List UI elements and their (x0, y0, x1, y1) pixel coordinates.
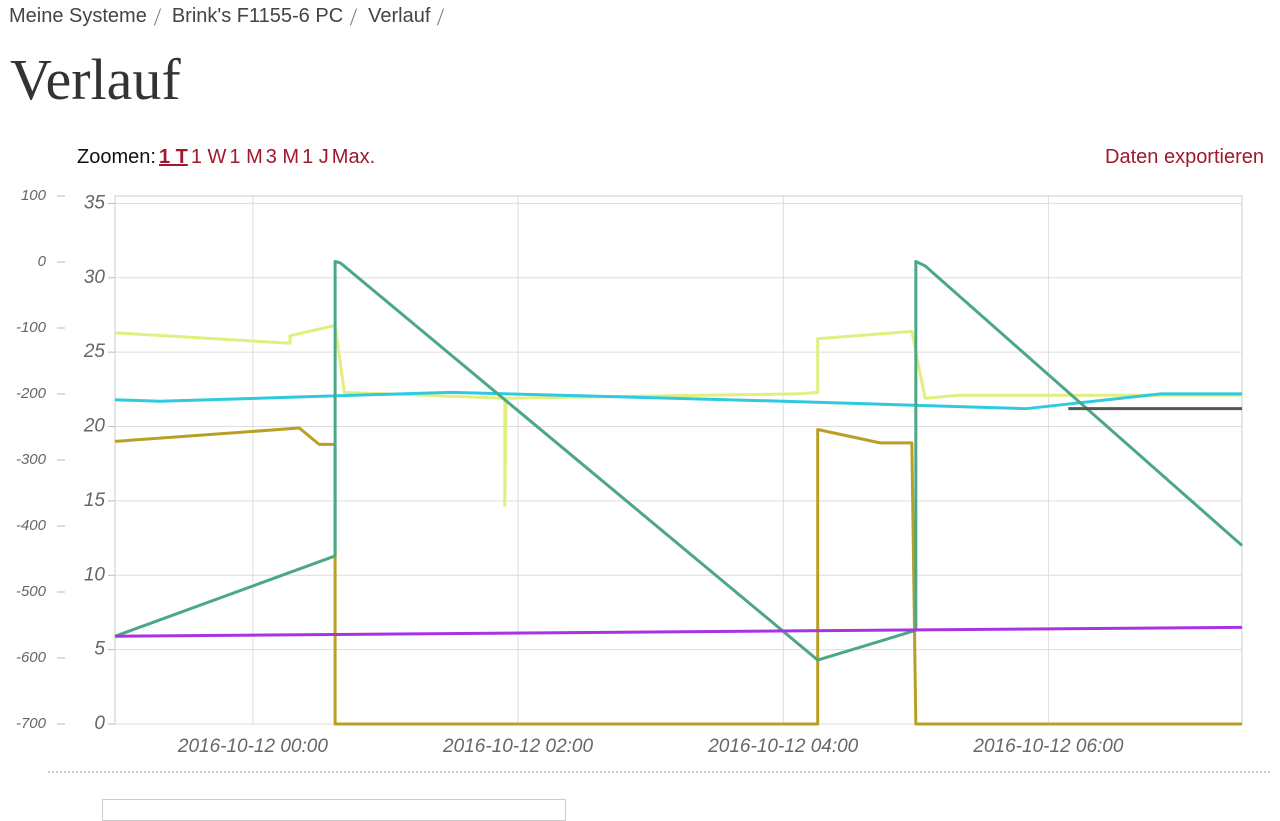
x-tick-label: 2016-10-12 04:00 (707, 736, 858, 757)
y2-tick-label: -300 (16, 451, 47, 468)
zoom-option[interactable]: 1 T (158, 146, 188, 168)
x-tick-label: 2016-10-12 00:00 (177, 736, 328, 757)
series-line (114, 323, 1242, 507)
zoom-option[interactable]: 3 M (265, 146, 300, 168)
input-box[interactable] (102, 799, 566, 821)
y-tick-label: 15 (84, 490, 106, 511)
breadcrumb-link[interactable]: Verlauf (368, 5, 431, 27)
breadcrumb-link[interactable]: Meine Systeme (9, 5, 147, 27)
zoom-label: Zoomen: (77, 146, 156, 168)
y-tick-label: 20 (83, 416, 106, 437)
zoom-option[interactable]: 1 M (229, 146, 263, 168)
y2-tick-label: -600 (16, 649, 47, 666)
y2-tick-label: 0 (38, 253, 47, 270)
divider (48, 771, 1270, 773)
export-link[interactable]: Daten exportieren (1105, 146, 1264, 168)
zoom-option[interactable]: 1 J (302, 146, 329, 168)
series-line (114, 259, 1243, 662)
series-line (114, 625, 1243, 638)
series-line (114, 390, 1242, 411)
x-tick-label: 2016-10-12 02:00 (442, 736, 593, 757)
series-line (114, 426, 1242, 726)
y-tick-label: 0 (94, 713, 105, 734)
y-tick-label: 35 (84, 192, 106, 213)
y-tick-label: 5 (94, 639, 105, 660)
zoom-option[interactable]: Max. (331, 146, 376, 168)
breadcrumb: Meine Systeme Brink's F1155-6 PC Verlauf (9, 5, 455, 28)
y2-tick-label: -500 (16, 583, 47, 600)
x-tick-label: 2016-10-12 06:00 (972, 736, 1123, 757)
y2-tick-label: -100 (16, 319, 47, 336)
plot-frame (114, 195, 1243, 725)
y2-tick-label: -400 (16, 517, 47, 534)
breadcrumb-link[interactable]: Brink's F1155-6 PC (171, 5, 344, 27)
y-tick-label: 30 (84, 267, 106, 288)
y2-tick-label: -200 (16, 385, 47, 402)
y-tick-label: 25 (83, 341, 106, 362)
y2-tick-label: 100 (21, 187, 47, 204)
zoom-option[interactable]: 1 W (190, 146, 227, 168)
page-title: Verlauf (10, 47, 181, 112)
y-tick-label: 10 (84, 564, 106, 585)
y2-tick-label: -700 (16, 715, 47, 732)
